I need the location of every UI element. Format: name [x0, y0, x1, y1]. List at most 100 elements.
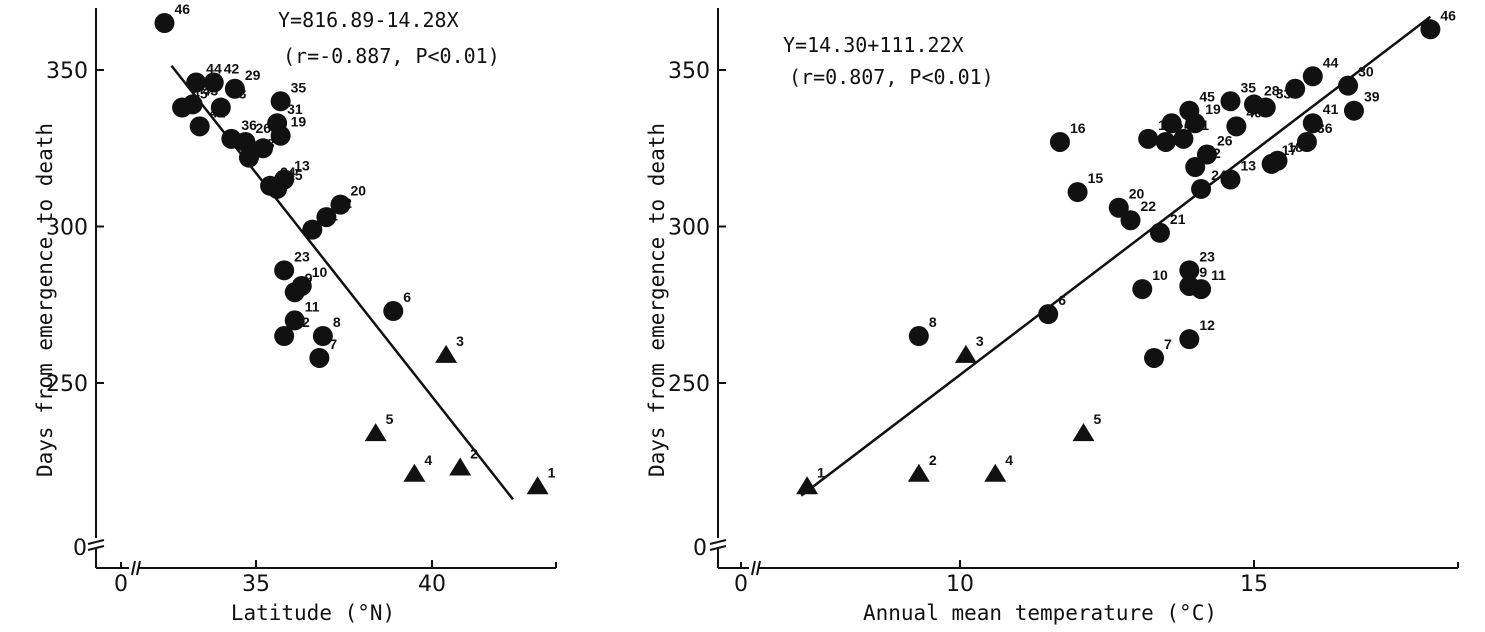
circle-point: [1067, 182, 1088, 203]
point-label: 19: [291, 114, 307, 130]
point-label: 3: [976, 333, 984, 349]
circle-point: [267, 178, 288, 199]
circle-point: [1285, 78, 1306, 99]
y-axis-title: Days from emergence to death: [645, 123, 669, 477]
circle-point: [1220, 91, 1241, 112]
point-label: 12: [1199, 317, 1215, 333]
point-label: 15: [1088, 170, 1104, 186]
point-label: 8: [333, 314, 341, 330]
circle-point: [330, 194, 351, 215]
point-label: 40: [1246, 104, 1262, 120]
y-tick-label: 350: [668, 59, 710, 84]
circle-point: [210, 97, 231, 118]
point-label: 13: [294, 158, 310, 174]
point-label: 18: [1288, 139, 1304, 155]
point-label: 41: [1323, 101, 1339, 117]
circle-point: [1343, 100, 1364, 121]
point-label: 5: [1093, 411, 1101, 427]
triangle-point: [435, 344, 458, 363]
point-label: 12: [294, 314, 310, 330]
circle-point: [1338, 75, 1359, 96]
point-label: 14: [1158, 117, 1174, 133]
triangle-point: [954, 344, 977, 363]
x-origin-label: 0: [114, 572, 128, 597]
point-label: 31: [287, 101, 303, 117]
x-tick-label: 40: [418, 572, 446, 597]
point-label: 3: [456, 333, 464, 349]
triangle-point: [907, 463, 930, 482]
point-label: 1: [548, 464, 556, 480]
circle-point: [284, 310, 305, 331]
circle-point: [1226, 116, 1247, 137]
x-tick-label: 15: [1240, 572, 1268, 597]
y-tick-label: 300: [668, 216, 710, 241]
point-label: 39: [1364, 89, 1380, 105]
point-label: 22: [1141, 198, 1157, 214]
x-axis-title: Annual mean temperature (°C): [863, 601, 1217, 625]
point-label: 13: [1240, 158, 1256, 174]
point-label: 20: [1129, 186, 1145, 202]
regression-equation: Y=14.30+111.22X: [783, 33, 964, 57]
point-label: 46: [174, 1, 190, 17]
circle-point: [238, 147, 259, 168]
point-label: 26: [1217, 133, 1233, 149]
x-axis-break-mark: [136, 560, 141, 576]
point-label: 23: [294, 248, 310, 264]
point-label: 7: [329, 336, 337, 352]
point-label: 29: [245, 67, 261, 83]
circle-point: [221, 128, 242, 149]
point-label: 44: [206, 61, 222, 77]
point-label: 26: [255, 120, 271, 136]
circle-point: [274, 326, 295, 347]
point-label: 2: [929, 452, 937, 468]
circle-point: [1420, 19, 1441, 40]
point-label: 2: [470, 446, 478, 462]
circle-point: [1161, 113, 1182, 134]
circle-point: [1261, 153, 1282, 174]
circle-point: [1120, 210, 1141, 231]
x-axis-break-mark: [131, 560, 136, 576]
circle-point: [1155, 131, 1176, 152]
circle-point: [1185, 113, 1206, 134]
circle-point: [1149, 222, 1170, 243]
point-label: 8: [929, 314, 937, 330]
circle-point: [274, 260, 295, 281]
point-label: 9: [305, 270, 313, 286]
circle-point: [1185, 157, 1206, 178]
point-label: 6: [1058, 292, 1066, 308]
circle-point: [1144, 347, 1165, 368]
circle-point: [302, 219, 323, 240]
latitude-panel: Days from emergence to death Latitude (°…: [33, 1, 557, 625]
point-label: 30: [1358, 64, 1374, 80]
y-axis-break-mark: [87, 539, 105, 545]
point-label: 23: [1199, 248, 1215, 264]
point-label: 33: [231, 86, 247, 102]
circle-point: [383, 301, 404, 322]
point-label: 10: [312, 264, 328, 280]
regression-equation: Y=816.89-14.28X: [278, 8, 459, 32]
point-label: 14: [273, 126, 289, 142]
circle-point: [270, 125, 291, 146]
circle-point: [186, 72, 207, 93]
point-label: 43: [203, 82, 219, 98]
triangle-point: [403, 463, 426, 482]
regression-stats: (r=0.807, P<0.01): [789, 65, 994, 89]
point-label: 29: [1305, 67, 1321, 83]
point-label: 28: [1264, 82, 1280, 98]
point-label: 22: [336, 195, 352, 211]
y-origin-label: 0: [693, 536, 707, 561]
point-label: 1: [817, 464, 825, 480]
circle-point: [1179, 275, 1200, 296]
circle-point: [1196, 144, 1217, 165]
point-label: 25: [1176, 120, 1192, 136]
triangle-point: [526, 476, 549, 495]
point-label: 20: [350, 183, 366, 199]
circle-point: [908, 326, 929, 347]
point-label: 6: [403, 289, 411, 305]
point-label: 35: [291, 79, 307, 95]
temperature-panel: Days from emergence to death Annual mean…: [645, 7, 1459, 625]
point-label: 32: [1205, 145, 1221, 161]
circle-point: [154, 13, 175, 34]
point-label: 9: [1199, 264, 1207, 280]
